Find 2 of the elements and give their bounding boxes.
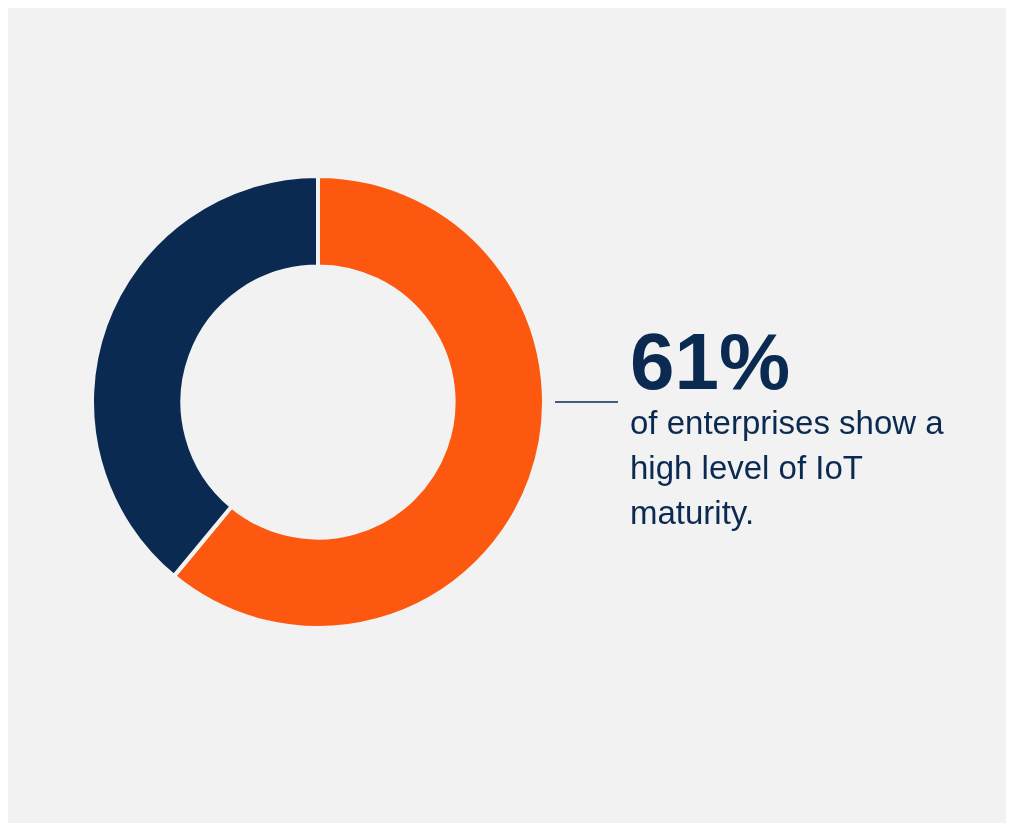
text: of enterprises show a high level of IoT maturity. xyxy=(630,404,945,531)
data-label: 61% xyxy=(630,317,791,406)
